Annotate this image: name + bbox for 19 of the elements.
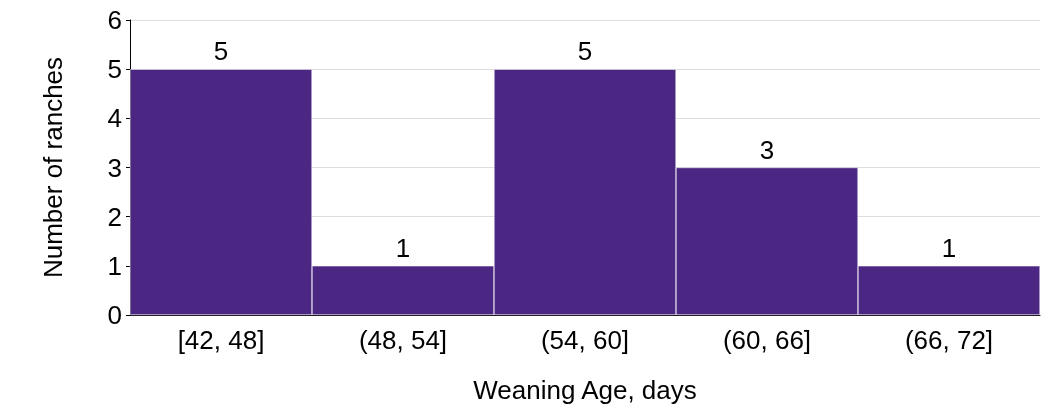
data-label: 1 (395, 232, 411, 263)
y-tick-label: 2 (107, 201, 122, 232)
y-tick-label: 1 (107, 250, 122, 281)
y-tick-label: 4 (107, 103, 122, 134)
data-label: 5 (213, 36, 229, 67)
x-tick-label: [42, 48] (177, 325, 265, 355)
data-label: 3 (759, 134, 775, 165)
y-tick-label: 3 (107, 152, 122, 183)
y-axis-title: Number of ranches (38, 56, 68, 279)
y-tick-label: 0 (107, 300, 122, 330)
data-label: 1 (941, 232, 957, 263)
data-label: 5 (577, 36, 593, 67)
x-tick-label: (66, 72] (904, 325, 994, 355)
x-tick-label: (48, 54] (358, 325, 448, 355)
x-tick-label: (60, 66] (722, 325, 812, 355)
y-tick-label: 5 (107, 54, 122, 85)
y-tick-label: 6 (107, 5, 122, 35)
x-axis-title: Weaning Age, days (473, 375, 697, 405)
x-tick-label: (54, 60] (540, 325, 630, 355)
